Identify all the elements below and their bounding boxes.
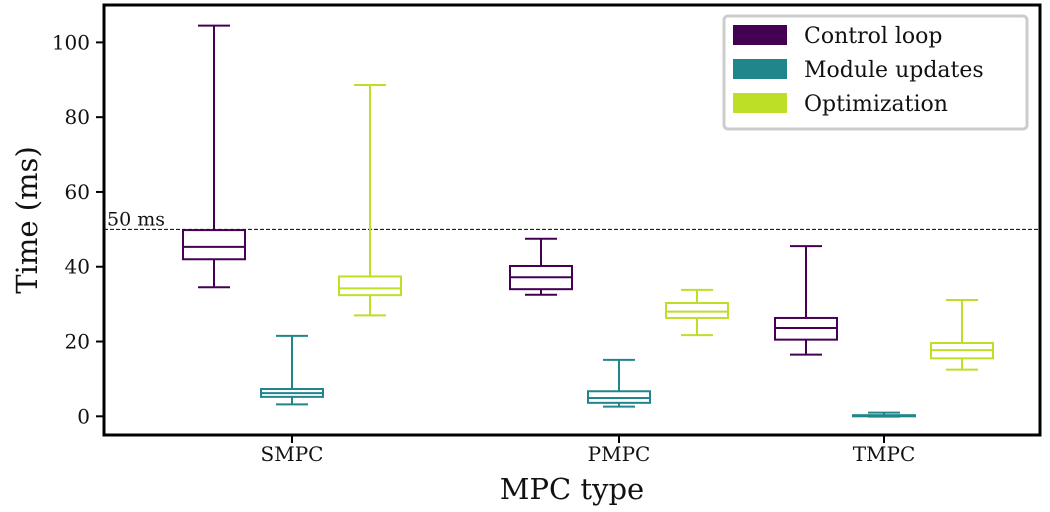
legend-swatch-module-updates (733, 59, 787, 79)
box-control-loop-pmpc (509, 237, 573, 296)
plot-frame (102, 3, 1042, 437)
legend-label-control-loop: Control loop (804, 24, 943, 49)
y-tick-label-40: 40 (65, 255, 90, 279)
legend-swatch-control-loop (733, 25, 787, 45)
x-tick-label-smpc: SMPC (261, 442, 324, 466)
legend: Control loop Module updates Optimization (722, 14, 1029, 131)
box-control-loop-tmpc (774, 245, 838, 356)
x-tick-label-tmpc: TMPC (853, 442, 916, 466)
box-module-updates-tmpc (852, 411, 916, 418)
box-control-loop-smpc-iqr-box (182, 229, 246, 261)
box-optimization-smpc-iqr-box (338, 275, 402, 297)
y-tick-label-20: 20 (65, 330, 90, 354)
box-control-loop-smpc (182, 24, 246, 289)
y-axis-title: Time (ms) (10, 146, 44, 294)
box-module-updates-pmpc (587, 358, 651, 408)
box-optimization-pmpc (665, 288, 729, 337)
y-tick-label-80: 80 (65, 105, 90, 129)
box-module-updates-smpc (260, 334, 324, 406)
reference-layer: 50 ms (104, 208, 1040, 230)
x-axis-title: MPC type (500, 472, 644, 506)
y-tick-label-60: 60 (65, 180, 90, 204)
legend-swatch-optimization (733, 93, 787, 113)
ticks-layer: 0 20 40 60 80 100 SMPC PMPC TMPC (52, 30, 915, 466)
reference-line-label: 50 ms (107, 208, 165, 230)
legend-label-module-updates: Module updates (804, 58, 984, 83)
axes-layer (102, 3, 1042, 437)
legend-frame (722, 14, 1029, 131)
box-optimization-pmpc-iqr-box (665, 302, 729, 319)
y-tick-label-0: 0 (77, 404, 90, 428)
box-layer (182, 24, 994, 418)
y-tick-label-100: 100 (52, 30, 90, 54)
box-optimization-tmpc (930, 299, 994, 371)
x-tick-label-pmpc: PMPC (588, 442, 651, 466)
box-optimization-smpc (338, 84, 402, 317)
legend-label-optimization: Optimization (804, 92, 948, 117)
